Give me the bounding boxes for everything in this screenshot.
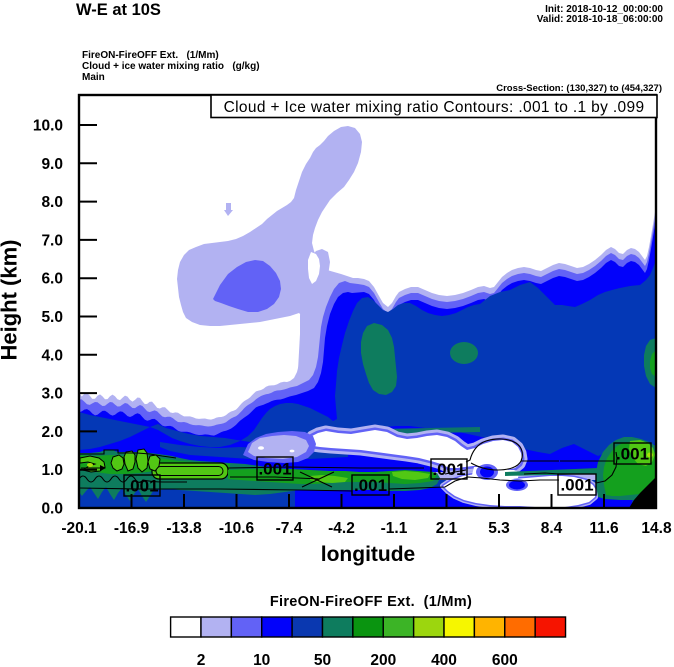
svg-text:.001: .001 — [354, 476, 387, 495]
svg-text:Init: 2018-10-12_00:00:00: Init: 2018-10-12_00:00:00 — [545, 4, 663, 15]
svg-text:7.0: 7.0 — [41, 232, 63, 249]
svg-text:.001: .001 — [258, 460, 291, 479]
svg-text:-10.6: -10.6 — [219, 520, 255, 537]
svg-text:FireON-FireOFF Ext. (1/Mm): FireON-FireOFF Ext. (1/Mm) — [82, 50, 219, 61]
svg-text:5.3: 5.3 — [488, 520, 510, 537]
svg-text:FireON-FireOFF Ext. (1/Mm): FireON-FireOFF Ext. (1/Mm) — [270, 594, 472, 610]
svg-text:.001: .001 — [560, 476, 593, 495]
svg-text:-7.4: -7.4 — [276, 520, 303, 537]
svg-text:400: 400 — [431, 652, 457, 667]
svg-text:0.0: 0.0 — [41, 501, 63, 518]
svg-text:200: 200 — [370, 652, 396, 667]
svg-text:Valid: 2018-10-18_06:00:00: Valid: 2018-10-18_06:00:00 — [537, 14, 664, 25]
svg-text:Main: Main — [82, 72, 105, 83]
svg-text:9.0: 9.0 — [41, 156, 63, 173]
svg-text:Cloud + Ice water mixing ratio: Cloud + Ice water mixing ratio Contours:… — [224, 99, 645, 116]
svg-text:-4.2: -4.2 — [328, 520, 355, 537]
svg-text:5.0: 5.0 — [41, 309, 63, 326]
svg-text:.001: .001 — [125, 477, 158, 496]
svg-text:50: 50 — [314, 652, 331, 667]
svg-text:10: 10 — [253, 652, 270, 667]
svg-text:Height (km): Height (km) — [0, 240, 22, 361]
svg-text:longitude: longitude — [321, 543, 415, 566]
svg-text:3.0: 3.0 — [41, 386, 63, 403]
svg-text:-13.8: -13.8 — [166, 520, 202, 537]
svg-text:2.0: 2.0 — [41, 424, 63, 441]
svg-text:14.8: 14.8 — [641, 520, 672, 537]
svg-text:W-E at 10S: W-E at 10S — [76, 1, 161, 19]
svg-text:8.4: 8.4 — [541, 520, 563, 537]
svg-text:-20.1: -20.1 — [61, 520, 97, 537]
svg-text:-16.9: -16.9 — [114, 520, 150, 537]
svg-text:10.0: 10.0 — [33, 118, 63, 135]
svg-text:11.6: 11.6 — [589, 520, 619, 537]
svg-text:1.0: 1.0 — [41, 462, 63, 479]
svg-text:2: 2 — [197, 652, 206, 667]
svg-text:8.0: 8.0 — [41, 194, 63, 211]
svg-text:Cross-Section: (130,327) to (4: Cross-Section: (130,327) to (454,327) — [496, 83, 662, 94]
svg-text:-1.1: -1.1 — [381, 520, 408, 537]
svg-text:2.1: 2.1 — [436, 520, 458, 537]
svg-text:600: 600 — [492, 652, 518, 667]
svg-text:Cloud + ice water mixing ratio: Cloud + ice water mixing ratio (g/kg) — [82, 61, 260, 72]
svg-text:6.0: 6.0 — [41, 271, 63, 288]
svg-text:.001: .001 — [616, 445, 649, 464]
svg-text:.001: .001 — [432, 460, 465, 479]
svg-text:4.0: 4.0 — [41, 347, 63, 364]
